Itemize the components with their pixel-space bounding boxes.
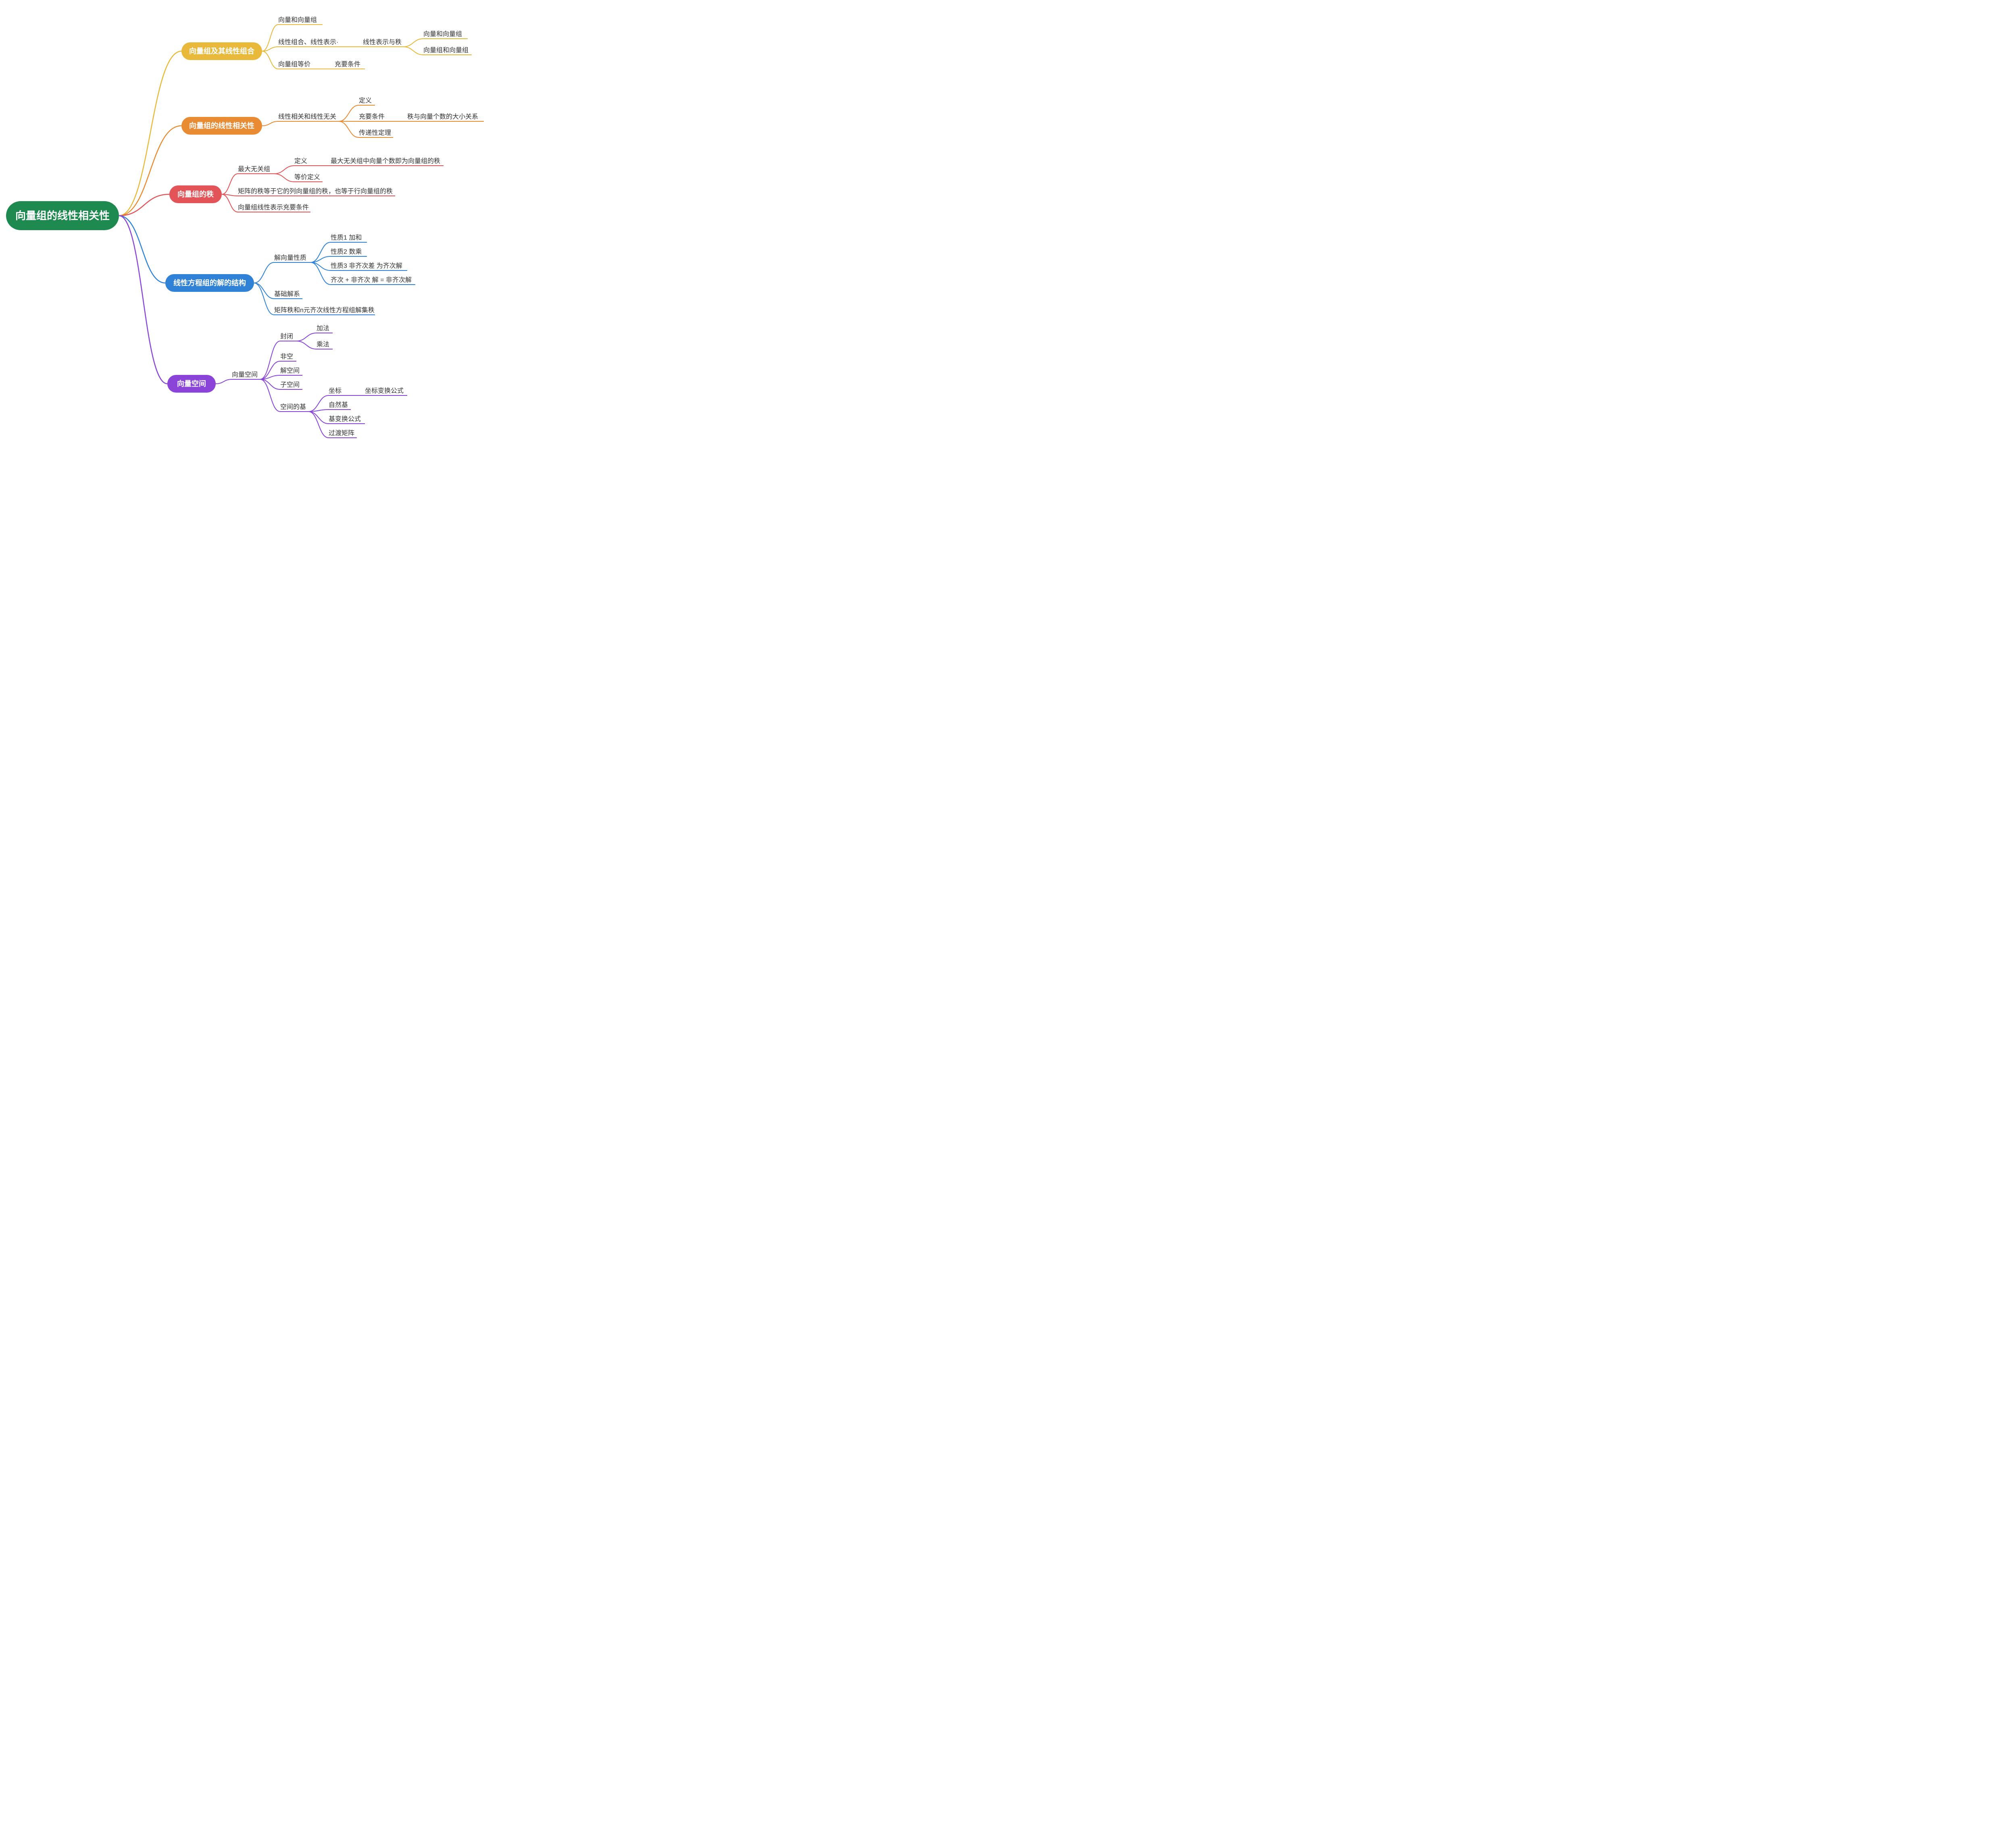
leaf-label[interactable]: 自然基	[329, 401, 348, 409]
leaf-link	[296, 333, 317, 341]
leaf-label[interactable]: 向量空间	[232, 371, 258, 379]
branch-label: 线性方程组的解的结构	[173, 279, 246, 287]
leaf-label[interactable]: 解空间	[280, 367, 300, 374]
leaf-label[interactable]: 性质2 数乘	[331, 248, 362, 256]
leaf-label[interactable]: 子空间	[280, 381, 300, 389]
leaf-label[interactable]: 向量组和向量组	[423, 47, 469, 54]
leaf-label[interactable]: 封闭	[280, 333, 293, 340]
leaf-link	[296, 341, 317, 349]
leaf-label[interactable]: 秩与向量个数的大小关系	[407, 113, 478, 121]
branch-label: 向量组的秩	[177, 190, 214, 198]
leaf-link	[260, 341, 280, 379]
leaf-label[interactable]: 最大无关组	[238, 166, 270, 173]
branch-label: 向量组及其线性组合	[189, 47, 255, 55]
leaf-link	[222, 194, 238, 212]
leaf-link	[339, 105, 359, 121]
leaf-label[interactable]: 最大无关组中向量个数即为向量组的秩	[331, 158, 440, 165]
leaf-label[interactable]: 性质3 非齐次差 为齐次解	[331, 262, 402, 270]
leaf-label[interactable]: 齐次 + 非齐次 解 = 非齐次解	[331, 277, 412, 284]
leaf-label[interactable]: 定义	[294, 158, 307, 165]
leaf-label[interactable]: 向量组等价	[278, 61, 310, 68]
root-branch-link	[119, 216, 167, 384]
leaf-link	[403, 47, 423, 55]
leaf-label[interactable]: 基变换公式	[329, 416, 361, 423]
leaf-label[interactable]: 线性组合、线性表示·	[278, 39, 338, 46]
leaf-label[interactable]: 充要条件	[335, 61, 360, 68]
leaf-label[interactable]: 向量组线性表示充要条件	[238, 204, 309, 211]
branch-label: 向量组的线性相关性	[189, 121, 254, 130]
leaf-link	[274, 166, 294, 174]
leaf-label[interactable]: 等价定义	[294, 174, 320, 181]
leaf-label[interactable]: 线性表示与秩	[363, 39, 402, 46]
nodes-layer: 向量组的线性相关性向量组及其线性组合向量和向量组线性组合、线性表示·线性表示与秩…	[6, 17, 478, 437]
leaf-label[interactable]: 传递性定理	[359, 129, 391, 137]
leaf-link	[308, 410, 329, 412]
leaf-link	[254, 283, 274, 315]
leaf-label[interactable]: 矩阵秩和n元齐次线性方程组解集秩	[274, 307, 375, 314]
leaf-link	[403, 39, 423, 47]
leaf-label[interactable]: 乘法	[317, 341, 329, 348]
leaf-label[interactable]: 坐标变换公式	[365, 387, 404, 395]
leaf-label[interactable]: 向量和向量组	[423, 31, 462, 38]
root-label: 向量组的线性相关性	[15, 210, 110, 222]
leaf-label[interactable]: 性质1 加和	[331, 234, 362, 241]
leaf-label[interactable]: 解向量性质	[274, 254, 306, 262]
leaf-label[interactable]: 非空	[280, 353, 293, 360]
leaf-link	[254, 262, 274, 283]
leaf-label[interactable]: 定义	[359, 97, 372, 104]
leaf-label[interactable]: 矩阵的秩等于它的列向量组的秩，也等于行向量组的秩	[238, 188, 393, 195]
leaf-label[interactable]: 过渡矩阵	[329, 430, 354, 437]
leaf-label[interactable]: 空间的基	[280, 404, 306, 411]
leaf-link	[339, 121, 359, 137]
leaf-link	[216, 379, 232, 384]
leaf-label[interactable]: 基础解系	[274, 291, 300, 298]
leaf-label[interactable]: 线性相关和线性无关	[278, 113, 336, 121]
leaf-link	[262, 121, 278, 126]
root-branch-link	[119, 126, 181, 216]
leaf-link	[262, 51, 278, 69]
leaf-link	[308, 395, 329, 412]
leaf-label[interactable]: 坐标	[329, 387, 342, 395]
leaf-label[interactable]: 充要条件	[359, 113, 385, 121]
leaf-link	[274, 174, 294, 182]
leaf-link	[222, 174, 238, 194]
branch-label: 向量空间	[177, 379, 206, 388]
leaf-link	[310, 262, 331, 285]
root-branch-link	[119, 216, 165, 283]
leaf-link	[308, 412, 329, 438]
leaf-link	[308, 412, 329, 424]
mindmap-canvas: 向量组的线性相关性向量组及其线性组合向量和向量组线性组合、线性表示·线性表示与秩…	[0, 0, 524, 443]
leaf-label[interactable]: 向量和向量组	[278, 17, 317, 24]
leaf-label[interactable]: 加法	[317, 325, 329, 332]
leaf-link	[260, 361, 280, 379]
leaf-link	[254, 283, 274, 299]
